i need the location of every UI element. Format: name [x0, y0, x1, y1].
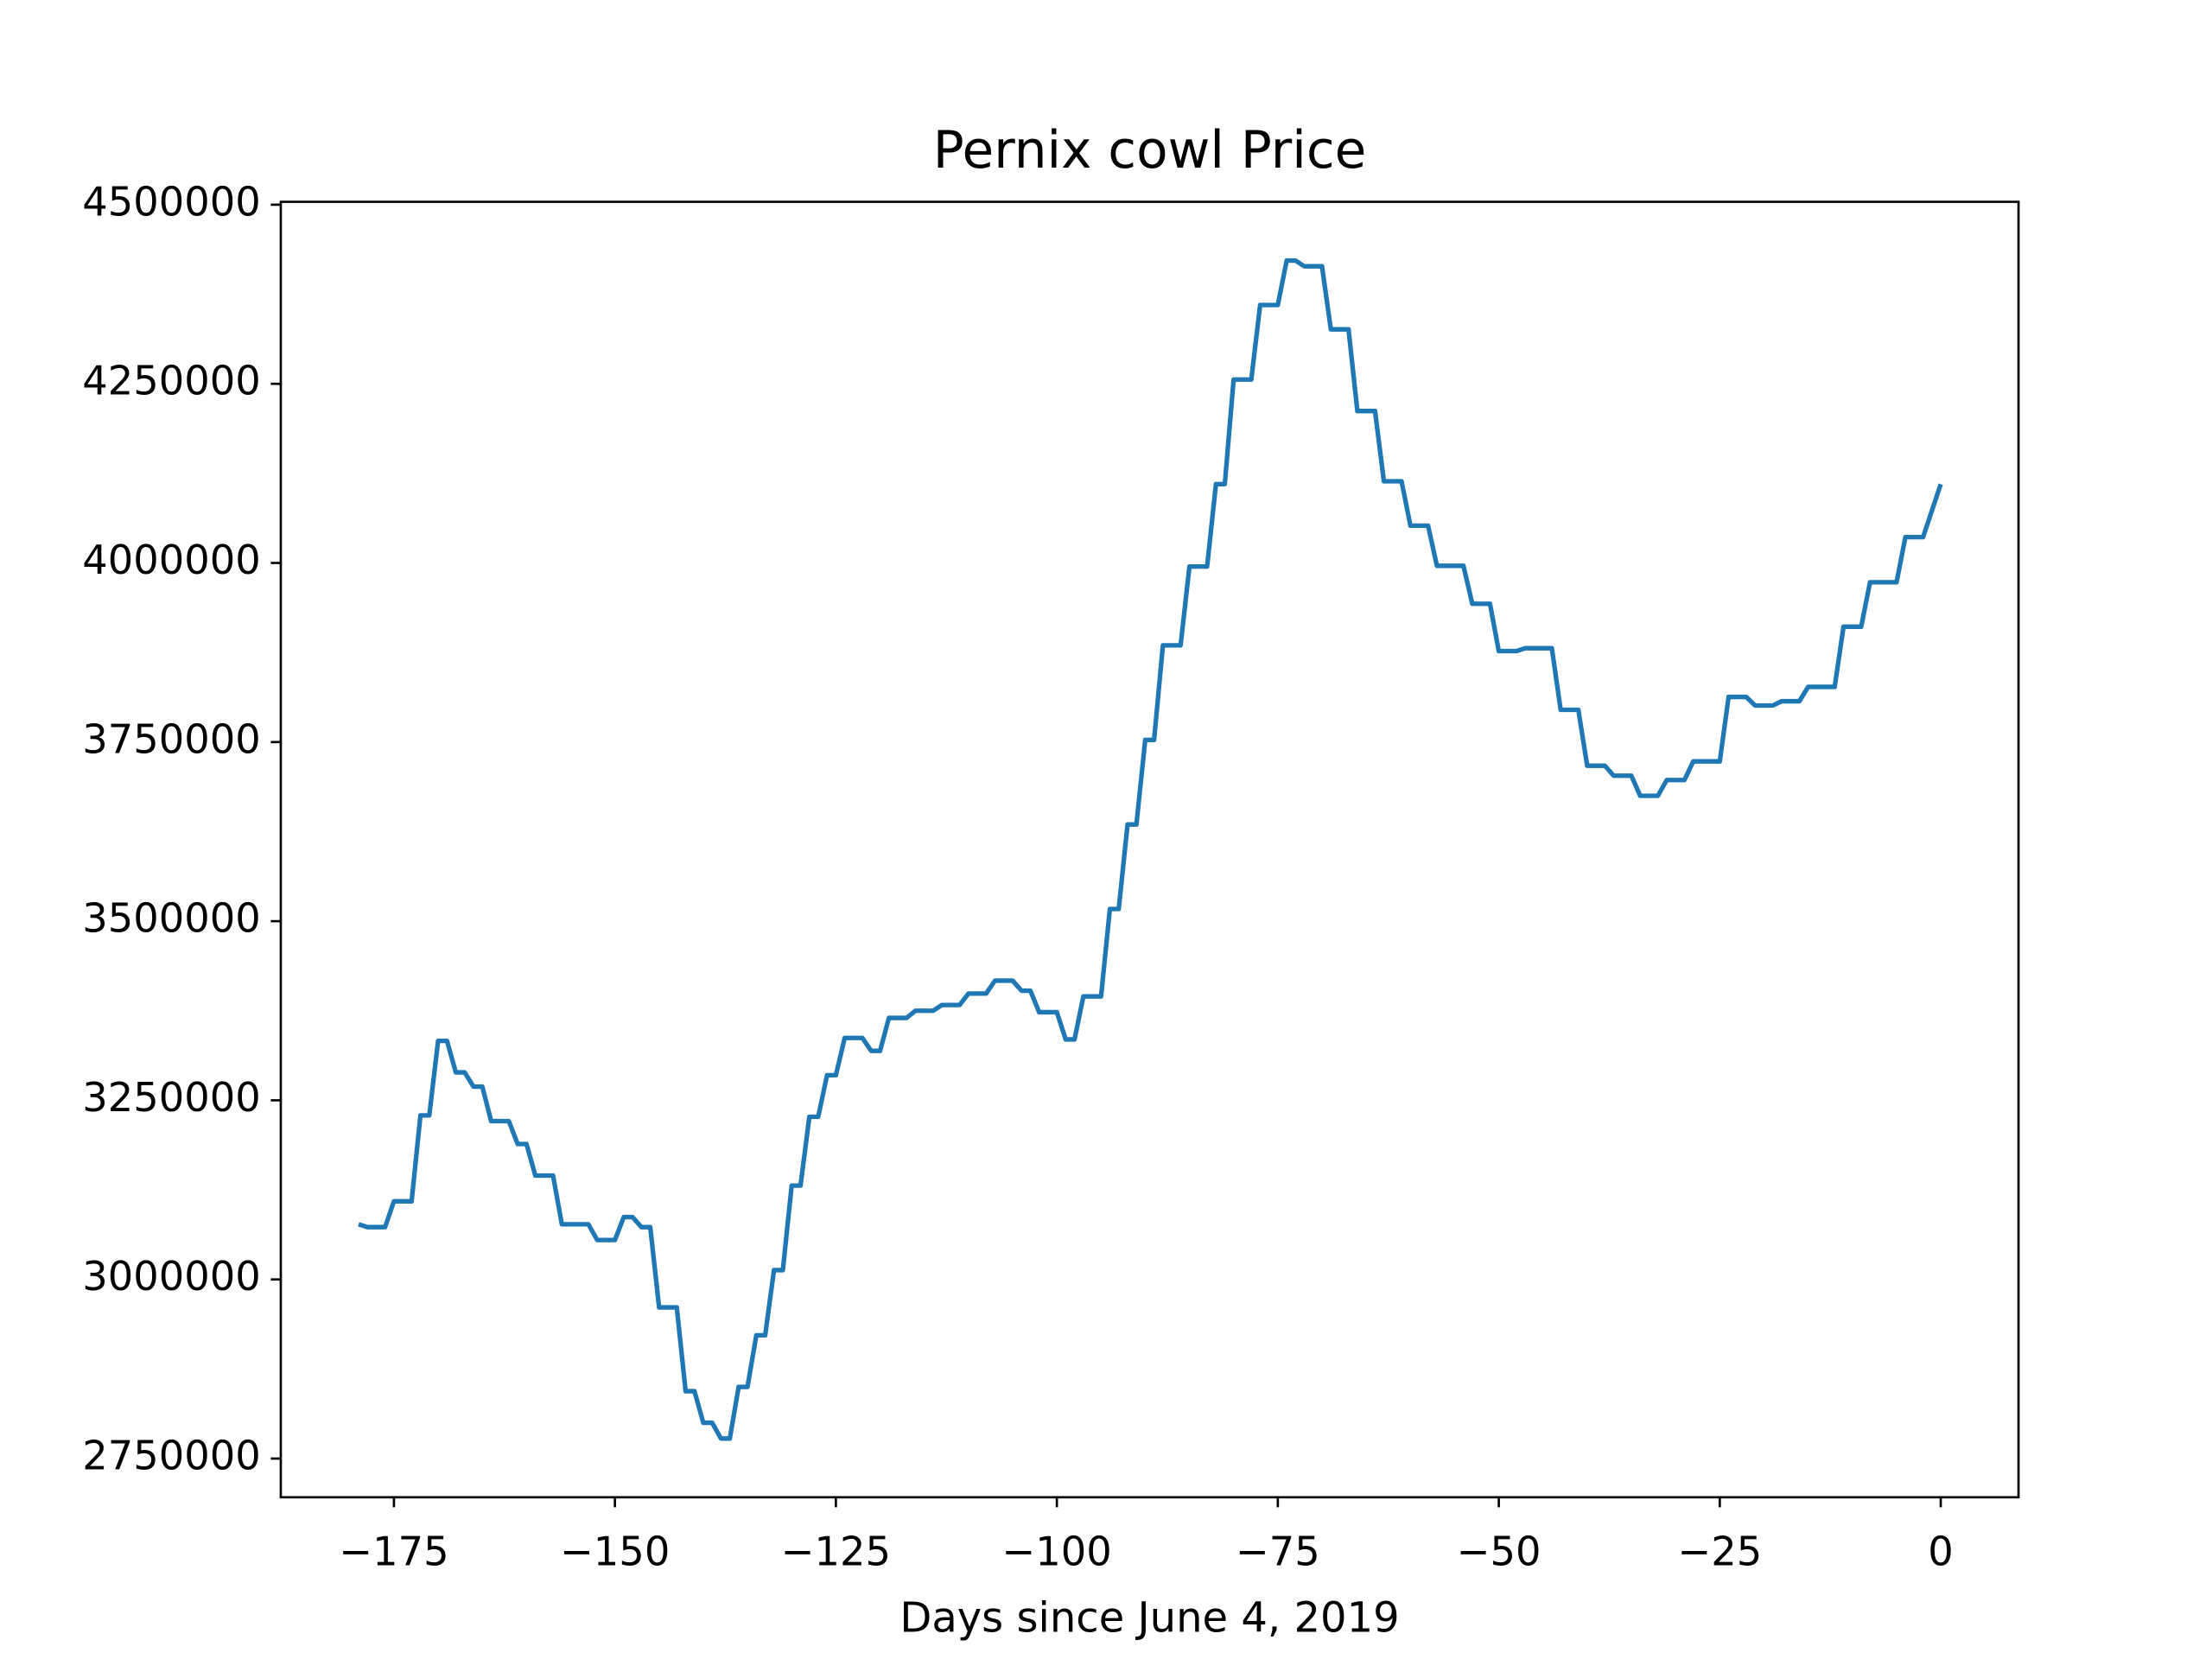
y-tick-label: 4000000: [82, 537, 261, 583]
y-tick-label: 3250000: [82, 1074, 261, 1121]
x-axis-label: Days since June 4, 2019: [899, 1593, 1399, 1642]
chart-title: Pernix cowl Price: [933, 121, 1367, 181]
x-tick-label: −175: [339, 1529, 448, 1575]
plot-frame: [279, 200, 2020, 1499]
y-tick-label: 4250000: [82, 358, 261, 404]
x-tick-label: −75: [1236, 1529, 1320, 1575]
x-tick-label: −25: [1677, 1529, 1762, 1575]
y-tick-label: 4500000: [82, 178, 261, 225]
y-tick-label: 2750000: [82, 1433, 261, 1479]
price-line: [358, 257, 1943, 1441]
x-tick-label: −125: [781, 1529, 891, 1575]
x-tick-label: −100: [1001, 1529, 1111, 1575]
y-tick-label: 3500000: [82, 895, 261, 942]
x-tick-label: −50: [1457, 1529, 1541, 1575]
y-tick-label: 3000000: [82, 1253, 261, 1300]
x-tick-label: 0: [1928, 1529, 1954, 1575]
y-tick-label: 3750000: [82, 715, 261, 762]
x-tick-label: −150: [560, 1529, 670, 1575]
